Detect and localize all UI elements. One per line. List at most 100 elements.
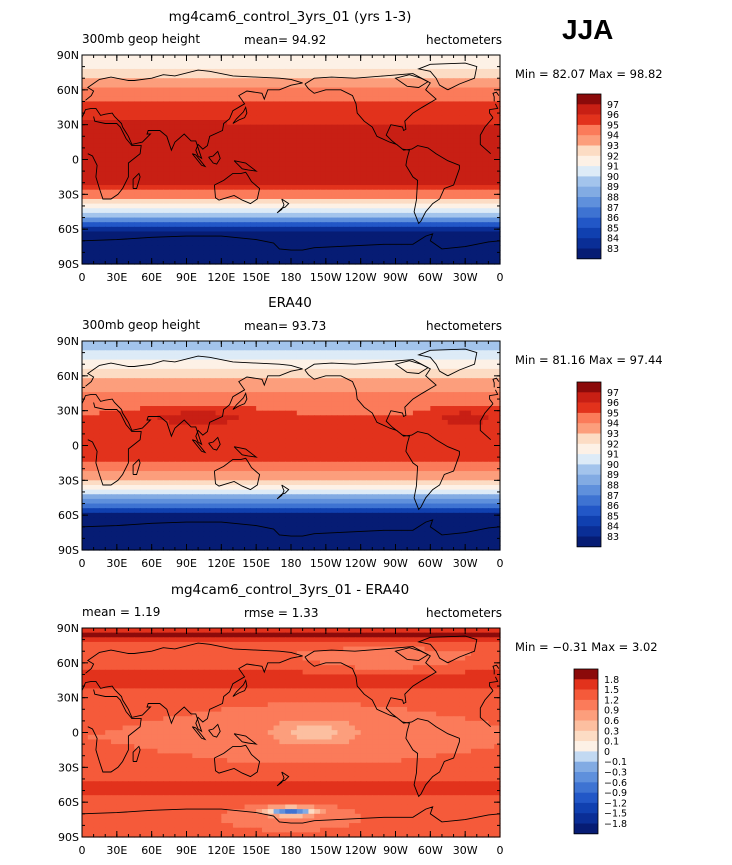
field-cell	[343, 208, 350, 214]
field-cell	[186, 222, 193, 228]
field-cell	[82, 240, 89, 247]
field-cell	[111, 143, 118, 149]
field-cell	[273, 378, 280, 384]
field-cell	[174, 110, 182, 116]
field-cell	[482, 92, 489, 98]
field-cell	[441, 55, 449, 61]
field-cell	[174, 396, 182, 402]
field-cell	[354, 406, 362, 412]
field-cell	[180, 120, 188, 126]
field-cell	[366, 364, 373, 370]
field-cell	[447, 345, 455, 351]
field-cell	[145, 345, 153, 351]
field-cell	[378, 198, 385, 205]
field-cell	[180, 373, 188, 379]
field-cell	[238, 124, 246, 130]
field-cell	[441, 392, 449, 398]
field-cell	[122, 419, 130, 426]
field-cell	[203, 406, 211, 412]
field-cell	[296, 236, 304, 242]
field-cell	[488, 254, 495, 260]
field-cell	[412, 419, 420, 426]
field-cell	[349, 259, 356, 265]
field-cell	[122, 410, 130, 416]
field-cell	[430, 133, 437, 140]
field-cell	[174, 429, 182, 435]
field-cell	[360, 208, 368, 214]
field-cell	[279, 378, 286, 384]
field-cell	[383, 354, 391, 361]
field-cell	[232, 115, 240, 121]
field-cell	[227, 217, 234, 223]
field-cell	[232, 226, 240, 233]
field-cell	[354, 217, 362, 223]
field-cell	[232, 133, 240, 140]
field-cell	[134, 175, 141, 181]
field-cell	[203, 161, 211, 168]
field-cell	[244, 143, 251, 149]
field-cell	[407, 359, 414, 365]
field-cell	[302, 236, 310, 242]
field-cell	[169, 396, 176, 402]
field-cell	[279, 157, 286, 163]
field-cell	[424, 73, 431, 79]
field-cell	[430, 161, 437, 168]
panel-minmax-label: Min = 82.07 Max = 98.82	[515, 67, 663, 81]
field-cell	[174, 138, 182, 144]
field-cell	[134, 115, 141, 121]
field-cell	[273, 143, 280, 149]
field-cell	[424, 222, 431, 228]
field-cell	[273, 138, 280, 144]
field-cell	[232, 240, 240, 247]
field-cell	[372, 68, 379, 75]
field-cell	[151, 171, 159, 177]
field-cell	[412, 433, 420, 440]
field-cell	[203, 106, 211, 112]
field-cell	[302, 341, 310, 347]
field-cell	[221, 64, 228, 70]
field-cell	[401, 373, 408, 379]
field-cell	[134, 345, 141, 351]
field-cell	[470, 373, 478, 379]
field-cell	[209, 101, 217, 107]
field-cell	[285, 387, 292, 393]
field-cell	[465, 166, 472, 172]
field-cell	[140, 203, 147, 209]
field-cell	[238, 175, 246, 181]
field-cell	[256, 217, 263, 223]
field-cell	[378, 231, 385, 237]
field-cell	[488, 110, 495, 116]
field-cell	[221, 87, 228, 93]
field-cell	[436, 185, 443, 191]
field-cell	[221, 55, 228, 61]
field-cell	[250, 73, 257, 79]
field-cell	[140, 396, 147, 402]
field-cell	[465, 240, 472, 247]
field-cell	[87, 185, 95, 191]
field-cell	[244, 433, 251, 440]
field-cell	[436, 157, 443, 163]
field-cell	[366, 226, 373, 233]
field-cell	[291, 138, 298, 144]
field-cell	[494, 345, 501, 351]
field-cell	[279, 429, 286, 435]
field-cell	[308, 101, 315, 107]
field-cell	[488, 226, 495, 233]
field-cell	[378, 212, 385, 219]
field-cell	[291, 106, 298, 112]
field-cell	[320, 194, 327, 200]
field-cell	[337, 429, 344, 435]
field-cell	[296, 259, 304, 265]
field-cell	[494, 231, 501, 237]
field-cell	[285, 87, 292, 93]
field-cell	[441, 259, 449, 265]
field-cell	[470, 415, 478, 421]
field-cell	[215, 401, 222, 407]
field-cell	[238, 64, 246, 70]
field-cell	[459, 345, 466, 351]
field-cell	[349, 115, 356, 121]
field-cell	[140, 185, 147, 191]
field-cell	[488, 55, 495, 61]
field-cell	[407, 373, 414, 379]
field-cell	[453, 78, 460, 84]
